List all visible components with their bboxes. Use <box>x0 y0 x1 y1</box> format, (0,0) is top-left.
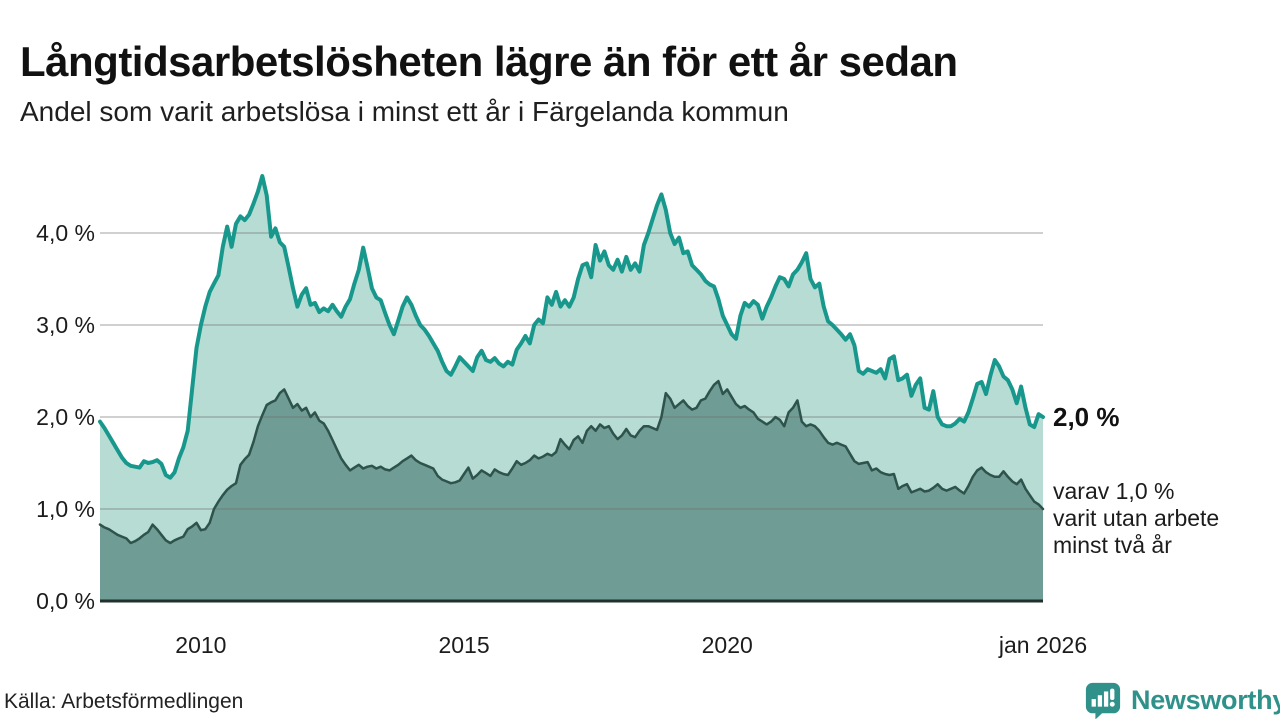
y-tick-label: 1,0 % <box>36 496 95 522</box>
y-tick-label: 2,0 % <box>36 404 95 430</box>
page-title: Långtidsarbetslösheten lägre än för ett … <box>20 38 958 86</box>
line-two-years <box>98 379 1045 545</box>
x-tick-label: 2010 <box>175 632 227 658</box>
secondary-series-note: varav 1,0 % varit utan arbete minst två … <box>1053 478 1220 558</box>
chart-subtitle: Andel som varit arbetslösa i minst ett å… <box>20 96 789 127</box>
x-tick-label: 2015 <box>438 632 490 658</box>
source-attribution: Källa: Arbetsförmedlingen <box>4 690 244 713</box>
y-tick-label: 0,0 % <box>36 588 95 614</box>
area-two-years <box>100 381 1043 601</box>
x-tick-label: 2020 <box>701 632 753 658</box>
newsworthy-bubble-chart-icon <box>1084 681 1122 720</box>
y-tick-label: 4,0 % <box>36 220 95 246</box>
x-tick-label: jan 2026 <box>998 632 1088 658</box>
line-one-year <box>98 174 1045 480</box>
latest-value-label: 2,0 % <box>1053 402 1120 432</box>
newsworthy-logo[interactable]: Newsworthy <box>1084 681 1280 720</box>
y-tick-label: 3,0 % <box>36 312 95 338</box>
newsworthy-wordmark: Newsworthy <box>1131 684 1280 715</box>
